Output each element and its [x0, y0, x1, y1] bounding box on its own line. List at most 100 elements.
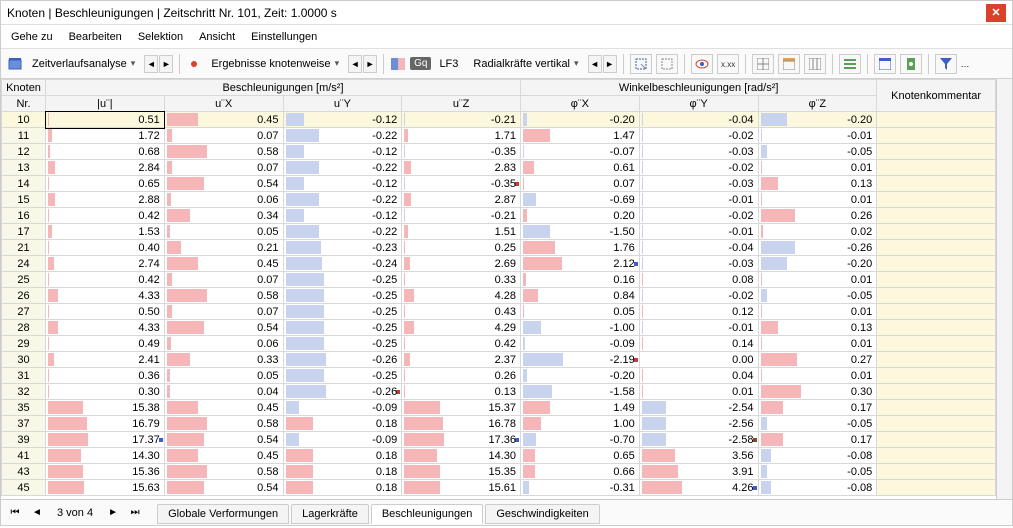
value-cell[interactable]: -0.05 [758, 464, 877, 480]
value-cell[interactable]: 0.65 [46, 176, 165, 192]
value-cell[interactable]: 2.12 [521, 256, 640, 272]
value-cell[interactable]: 3.91 [639, 464, 758, 480]
node-cell[interactable]: 25 [2, 272, 46, 288]
value-cell[interactable]: -0.25 [283, 272, 402, 288]
comment-cell[interactable] [877, 336, 996, 352]
value-cell[interactable]: -0.69 [521, 192, 640, 208]
value-cell[interactable]: 4.26 [639, 480, 758, 496]
force-prev[interactable]: ◄ [588, 55, 602, 73]
analysis-next[interactable]: ► [159, 55, 173, 73]
node-cell[interactable]: 28 [2, 320, 46, 336]
table-row[interactable]: 270.500.07-0.250.430.050.120.01 [2, 304, 996, 320]
value-cell[interactable]: -1.00 [521, 320, 640, 336]
table-row[interactable]: 302.410.33-0.262.37-2.190.000.27 [2, 352, 996, 368]
value-cell[interactable]: -0.09 [283, 400, 402, 416]
value-cell[interactable]: -0.01 [639, 224, 758, 240]
value-cell[interactable]: 4.33 [46, 320, 165, 336]
comment-cell[interactable] [877, 464, 996, 480]
value-cell[interactable]: 0.05 [164, 368, 283, 384]
table-row[interactable]: 4515.630.540.1815.61-0.314.26-0.08 [2, 480, 996, 496]
list-icon[interactable] [839, 54, 861, 74]
comment-cell[interactable] [877, 400, 996, 416]
value-cell[interactable]: 0.01 [758, 192, 877, 208]
value-cell[interactable]: -0.25 [283, 336, 402, 352]
table-row[interactable]: 160.420.34-0.12-0.210.20-0.020.26 [2, 208, 996, 224]
value-cell[interactable]: 0.42 [402, 336, 521, 352]
filter-more[interactable]: … [961, 59, 970, 69]
comment-cell[interactable] [877, 384, 996, 400]
results-dropdown[interactable]: Ergebnisse knotenweise ▾ [206, 55, 344, 73]
menu-bearbeiten[interactable]: Bearbeiten [69, 31, 122, 43]
value-cell[interactable]: 14.30 [402, 448, 521, 464]
value-cell[interactable]: 0.01 [758, 368, 877, 384]
analysis-dropdown[interactable]: Zeitverlaufsanalyse ▾ [27, 55, 140, 73]
value-cell[interactable]: 0.07 [164, 160, 283, 176]
value-cell[interactable]: -0.25 [283, 368, 402, 384]
tab-lagerkräfte[interactable]: Lagerkräfte [291, 504, 369, 524]
value-cell[interactable]: -0.22 [283, 128, 402, 144]
comment-cell[interactable] [877, 480, 996, 496]
value-cell[interactable]: 0.54 [164, 480, 283, 496]
node-cell[interactable]: 14 [2, 176, 46, 192]
node-cell[interactable]: 11 [2, 128, 46, 144]
value-cell[interactable]: -0.01 [758, 128, 877, 144]
value-cell[interactable]: 0.18 [283, 416, 402, 432]
value-cell[interactable]: 0.51 [46, 112, 165, 128]
value-cell[interactable]: 0.26 [402, 368, 521, 384]
menu-ansicht[interactable]: Ansicht [199, 31, 235, 43]
value-cell[interactable]: 0.42 [46, 272, 165, 288]
value-cell[interactable]: 0.04 [164, 384, 283, 400]
value-cell[interactable]: 16.78 [402, 416, 521, 432]
table-row[interactable]: 120.680.58-0.12-0.35-0.07-0.03-0.05 [2, 144, 996, 160]
force-dropdown[interactable]: Radialkräfte vertikal ▾ [468, 55, 583, 73]
node-cell[interactable]: 16 [2, 208, 46, 224]
value-cell[interactable]: -0.26 [758, 240, 877, 256]
value-cell[interactable]: -0.07 [521, 144, 640, 160]
value-cell[interactable]: 1.00 [521, 416, 640, 432]
value-cell[interactable]: -0.04 [639, 240, 758, 256]
value-cell[interactable]: 0.54 [164, 320, 283, 336]
node-cell[interactable]: 13 [2, 160, 46, 176]
table-row[interactable]: 111.720.07-0.221.711.47-0.02-0.01 [2, 128, 996, 144]
value-cell[interactable]: -0.35 [402, 144, 521, 160]
node-cell[interactable]: 27 [2, 304, 46, 320]
value-cell[interactable]: -1.50 [521, 224, 640, 240]
value-cell[interactable]: -0.26 [283, 352, 402, 368]
value-cell[interactable]: 0.43 [402, 304, 521, 320]
value-cell[interactable]: -0.09 [283, 432, 402, 448]
value-cell[interactable]: 0.07 [164, 128, 283, 144]
value-cell[interactable]: -0.05 [758, 144, 877, 160]
prev-page[interactable]: ◄ [29, 505, 45, 521]
value-cell[interactable]: 0.18 [283, 448, 402, 464]
filter-icon[interactable] [935, 54, 957, 74]
value-cell[interactable]: -0.01 [639, 192, 758, 208]
value-cell[interactable]: 0.05 [164, 224, 283, 240]
node-cell[interactable]: 41 [2, 448, 46, 464]
value-cell[interactable]: -0.05 [758, 416, 877, 432]
value-cell[interactable]: -0.25 [283, 304, 402, 320]
value-cell[interactable]: -0.31 [521, 480, 640, 496]
value-cell[interactable]: 0.12 [639, 304, 758, 320]
node-cell[interactable]: 21 [2, 240, 46, 256]
force-next[interactable]: ► [603, 55, 617, 73]
value-cell[interactable]: -0.09 [521, 336, 640, 352]
comment-cell[interactable] [877, 352, 996, 368]
value-cell[interactable]: 0.33 [402, 272, 521, 288]
table-row[interactable]: 242.740.45-0.242.692.12-0.03-0.20 [2, 256, 996, 272]
window-icon[interactable] [874, 54, 896, 74]
node-cell[interactable]: 24 [2, 256, 46, 272]
value-cell[interactable]: 1.76 [521, 240, 640, 256]
node-cell[interactable]: 39 [2, 432, 46, 448]
node-cell[interactable]: 15 [2, 192, 46, 208]
comment-cell[interactable] [877, 368, 996, 384]
value-cell[interactable]: 0.45 [164, 400, 283, 416]
first-page[interactable]: ⏮ [7, 505, 23, 521]
value-cell[interactable]: 0.50 [46, 304, 165, 320]
value-cell[interactable]: -0.12 [283, 176, 402, 192]
tab-beschleunigungen[interactable]: Beschleunigungen [371, 504, 484, 524]
table-row[interactable]: 3515.380.45-0.0915.371.49-2.540.17 [2, 400, 996, 416]
header-uy[interactable]: u¨Y [283, 96, 402, 112]
value-cell[interactable]: 0.65 [521, 448, 640, 464]
comment-cell[interactable] [877, 416, 996, 432]
value-cell[interactable]: -0.21 [402, 208, 521, 224]
